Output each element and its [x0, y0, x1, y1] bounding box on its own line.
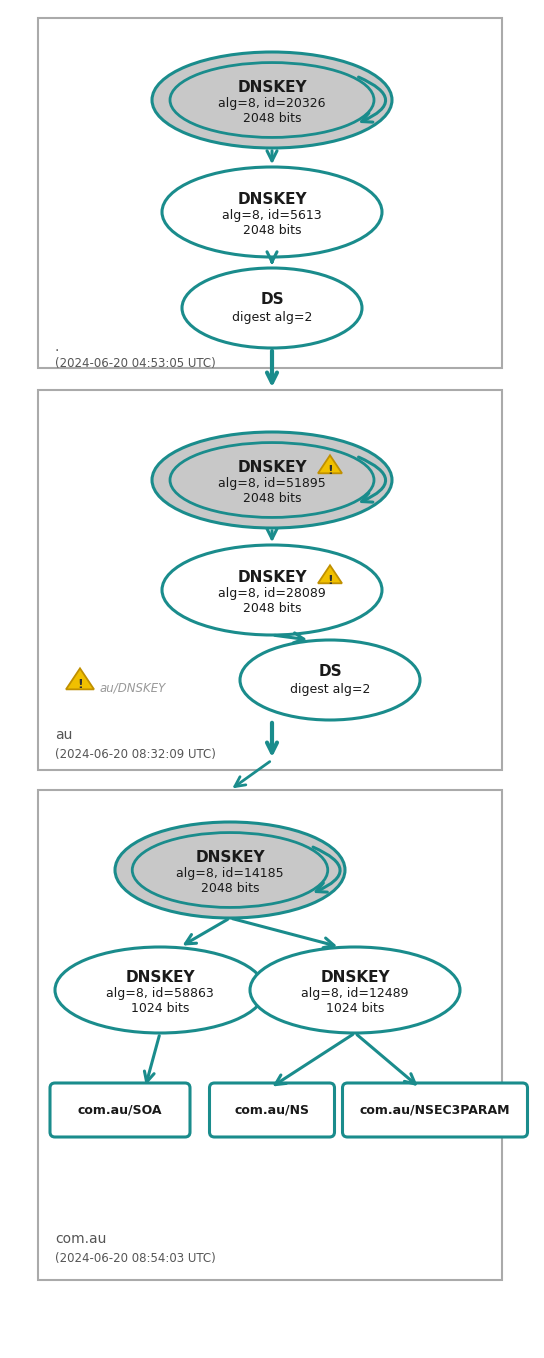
Text: alg=8, id=58863: alg=8, id=58863: [106, 987, 214, 1001]
Text: DNSKEY: DNSKEY: [237, 569, 307, 584]
Text: digest alg=2: digest alg=2: [232, 311, 312, 325]
Text: DS: DS: [318, 664, 342, 679]
Text: .: .: [55, 340, 59, 354]
Text: 2048 bits: 2048 bits: [243, 113, 301, 125]
FancyBboxPatch shape: [209, 1082, 335, 1137]
Text: 2048 bits: 2048 bits: [243, 603, 301, 615]
Polygon shape: [318, 565, 342, 584]
Text: com.au: com.au: [55, 1232, 107, 1247]
Text: !: !: [327, 573, 333, 587]
Ellipse shape: [152, 52, 392, 148]
Text: DNSKEY: DNSKEY: [237, 459, 307, 474]
Text: 2048 bits: 2048 bits: [243, 224, 301, 238]
Text: alg=8, id=14185: alg=8, id=14185: [176, 868, 284, 880]
Ellipse shape: [250, 947, 460, 1033]
FancyBboxPatch shape: [38, 790, 502, 1281]
Text: com.au/SOA: com.au/SOA: [78, 1104, 162, 1116]
Text: (2024-06-20 08:54:03 UTC): (2024-06-20 08:54:03 UTC): [55, 1252, 216, 1266]
FancyBboxPatch shape: [38, 390, 502, 770]
Text: au: au: [55, 728, 72, 741]
Ellipse shape: [162, 167, 382, 257]
Text: 2048 bits: 2048 bits: [201, 883, 259, 895]
FancyBboxPatch shape: [50, 1082, 190, 1137]
Text: alg=8, id=5613: alg=8, id=5613: [222, 209, 322, 223]
Text: 1024 bits: 1024 bits: [131, 1002, 189, 1016]
Text: DNSKEY: DNSKEY: [237, 191, 307, 206]
Text: DNSKEY: DNSKEY: [125, 970, 195, 985]
Text: digest alg=2: digest alg=2: [290, 683, 370, 697]
Ellipse shape: [115, 822, 345, 918]
Polygon shape: [318, 455, 342, 474]
Text: alg=8, id=28089: alg=8, id=28089: [218, 588, 326, 600]
Text: !: !: [327, 463, 333, 477]
Ellipse shape: [182, 268, 362, 348]
FancyArrowPatch shape: [358, 458, 386, 502]
FancyArrowPatch shape: [358, 77, 386, 122]
Text: (2024-06-20 08:32:09 UTC): (2024-06-20 08:32:09 UTC): [55, 748, 216, 760]
Polygon shape: [66, 668, 94, 690]
FancyArrowPatch shape: [313, 847, 340, 892]
Text: DNSKEY: DNSKEY: [237, 80, 307, 95]
Text: com.au/NS: com.au/NS: [234, 1104, 310, 1116]
Text: au/DNSKEY: au/DNSKEY: [100, 682, 166, 694]
FancyBboxPatch shape: [38, 18, 502, 368]
Text: 2048 bits: 2048 bits: [243, 493, 301, 505]
Text: DS: DS: [260, 292, 284, 307]
Ellipse shape: [162, 545, 382, 636]
Text: alg=8, id=12489: alg=8, id=12489: [301, 987, 409, 1001]
Text: !: !: [77, 679, 83, 691]
Text: DNSKEY: DNSKEY: [195, 850, 265, 865]
Ellipse shape: [55, 947, 265, 1033]
FancyBboxPatch shape: [343, 1082, 528, 1137]
Text: alg=8, id=20326: alg=8, id=20326: [218, 98, 326, 110]
Text: com.au/NSEC3PARAM: com.au/NSEC3PARAM: [360, 1104, 510, 1116]
Ellipse shape: [240, 640, 420, 720]
Text: 1024 bits: 1024 bits: [326, 1002, 384, 1016]
Text: (2024-06-20 04:53:05 UTC): (2024-06-20 04:53:05 UTC): [55, 357, 216, 369]
Text: alg=8, id=51895: alg=8, id=51895: [218, 478, 326, 490]
Ellipse shape: [152, 432, 392, 528]
Text: DNSKEY: DNSKEY: [320, 970, 390, 985]
